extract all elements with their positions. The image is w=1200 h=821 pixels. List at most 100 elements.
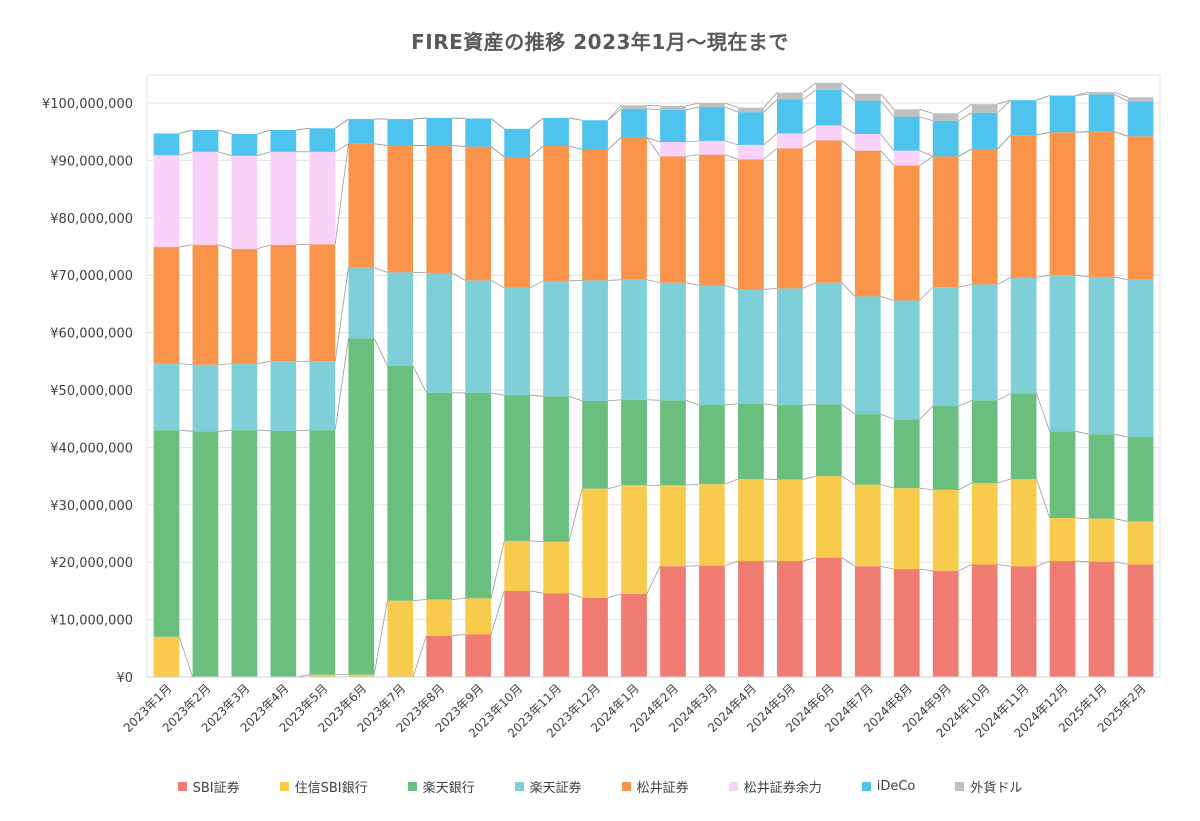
series-7: [621, 82, 1154, 121]
bar-segment: [893, 116, 920, 151]
bar-segment: [815, 282, 842, 405]
connector-line: [257, 244, 271, 250]
connector-line: [646, 108, 661, 111]
bar-segment: [582, 597, 608, 677]
bar-segment: [621, 105, 647, 109]
connector-line: [919, 487, 933, 491]
connector-line: [880, 484, 894, 489]
bar-segment: [738, 144, 764, 160]
connector-line: [334, 118, 349, 129]
connector-line: [218, 129, 232, 135]
legend-label: 松井証券: [636, 781, 689, 796]
bar-segment: [932, 113, 959, 121]
connector-line: [880, 150, 895, 166]
bar-segment: [971, 148, 998, 285]
bar-segment: [815, 82, 842, 90]
series-4: [153, 131, 1154, 365]
bar-segment: [387, 600, 414, 677]
connector-line: [529, 394, 544, 397]
connector-line: [802, 89, 817, 100]
bar-segment: [1010, 566, 1037, 677]
connector-line: [958, 103, 973, 114]
connector-line: [1075, 274, 1089, 278]
connector-line: [490, 280, 505, 289]
bar-segment: [465, 392, 492, 599]
bar-segment: [1127, 437, 1154, 522]
bar-segment: [815, 140, 842, 283]
connector-line: [997, 134, 1012, 150]
connector-line: [841, 404, 856, 415]
bar-segment: [699, 565, 725, 677]
bar-segment: [504, 395, 530, 541]
connector-line: [1075, 91, 1089, 96]
bar-segment: [582, 400, 608, 489]
connector-line: [178, 636, 193, 678]
connector-line: [334, 143, 349, 153]
connector-line: [1036, 478, 1051, 519]
connector-line: [568, 395, 583, 402]
chart-title: FIRE資産の推移 2023年1月～現在まで: [411, 30, 789, 54]
connector-line: [997, 564, 1011, 567]
connector-line: [1036, 560, 1050, 567]
connector-line: [1114, 131, 1128, 137]
bar-segment: [309, 151, 336, 245]
bar-segment: [1127, 521, 1154, 565]
connector-line: [296, 429, 310, 432]
connector-line: [413, 599, 427, 602]
bar-segment: [738, 403, 764, 479]
connector-line: [257, 129, 271, 135]
bar-segment: [854, 133, 881, 151]
connector-line: [685, 565, 700, 567]
bar-segment: [815, 557, 842, 677]
connector-line: [1114, 276, 1128, 281]
bar-segment: [738, 561, 764, 677]
connector-line: [724, 478, 739, 485]
connector-line: [451, 272, 466, 281]
connector-line: [1114, 91, 1128, 98]
chart-legend: SBI証券 住信SBI銀行 楽天銀行 楽天証券 松井証券 松井証券余力 iDeCo 外貨ドル: [0, 777, 1200, 796]
bar-segment: [465, 280, 492, 393]
bar-segment: [1049, 518, 1076, 562]
bar-segment: [699, 404, 725, 485]
bar-segment: [543, 280, 569, 397]
connector-line: [880, 296, 895, 301]
connector-line: [880, 100, 895, 118]
bar-segment: [348, 267, 375, 339]
connector-line: [763, 478, 778, 480]
bar-segment: [660, 109, 686, 143]
connector-line: [763, 99, 778, 113]
connector-line: [1114, 518, 1128, 522]
legend-swatch: [177, 782, 187, 791]
connector-line: [685, 140, 700, 143]
bar-segment: [1049, 95, 1076, 133]
connector-line: [218, 244, 232, 250]
bar-segment: [738, 107, 764, 113]
bar-segment: [932, 406, 959, 490]
bar-segment: [1010, 100, 1037, 136]
bar-segment: [543, 396, 569, 542]
legend-item: iDeCo: [861, 777, 915, 796]
bar-segment: [231, 430, 258, 677]
bar-segment: [1010, 393, 1037, 479]
bar-segment: [309, 430, 336, 675]
y-tick-label: ¥80,000,000: [50, 212, 133, 227]
connector-line: [529, 117, 544, 130]
legend-swatch: [955, 782, 965, 791]
connector-line: [218, 429, 232, 432]
legend-swatch: [514, 782, 524, 791]
bar-segment: [348, 338, 375, 675]
bar-segment: [426, 145, 453, 273]
connector-line: [413, 271, 427, 274]
bar-segment: [1010, 277, 1037, 394]
bar-segment: [426, 599, 453, 636]
legend-label: 松井証券余力: [743, 781, 822, 796]
connector-line: [1036, 131, 1050, 136]
connector-line: [373, 338, 388, 367]
legend-swatch: [861, 782, 871, 791]
connector-line: [958, 148, 973, 157]
connector-line: [724, 154, 739, 160]
connector-line: [1036, 95, 1050, 101]
series-5: [153, 125, 920, 249]
bar-segment: [543, 146, 569, 281]
connector-line: [841, 82, 856, 95]
